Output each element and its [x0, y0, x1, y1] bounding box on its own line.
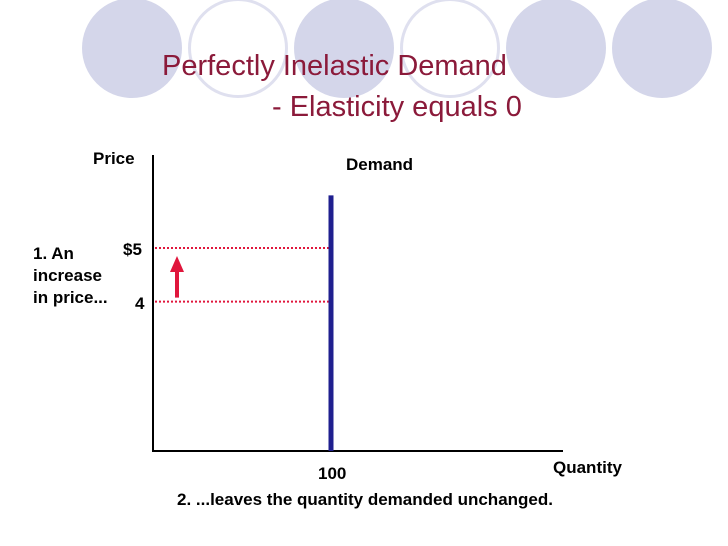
quantity-tick: 100	[318, 464, 347, 483]
increase-annotation: 1. An increase in price...	[33, 243, 108, 309]
price-tick-low: 4	[135, 294, 145, 313]
y-axis-label: Price	[93, 149, 135, 168]
x-axis-label: Quantity	[553, 458, 622, 477]
page-title: Perfectly Inelastic Demand	[162, 50, 507, 82]
demand-label: Demand	[346, 155, 414, 174]
price-tick-high: $5	[123, 240, 142, 259]
decor-circle-5	[506, 0, 606, 98]
page-subtitle: - Elasticity equals 0	[272, 91, 522, 123]
decor-circle-1	[82, 0, 182, 98]
result-annotation: 2. ...leaves the quantity demanded uncha…	[177, 490, 553, 509]
decor-circle-6	[612, 0, 712, 98]
decor-circle-2	[188, 0, 288, 98]
decor-circle-3	[294, 0, 394, 98]
increase-annotation-line-2: increase	[33, 266, 102, 285]
increase-annotation-line-3: in price...	[33, 288, 108, 307]
increase-annotation-line-1: 1. An	[33, 244, 74, 263]
price-increase-arrow-head	[170, 256, 184, 272]
decor-circle-4	[400, 0, 500, 98]
